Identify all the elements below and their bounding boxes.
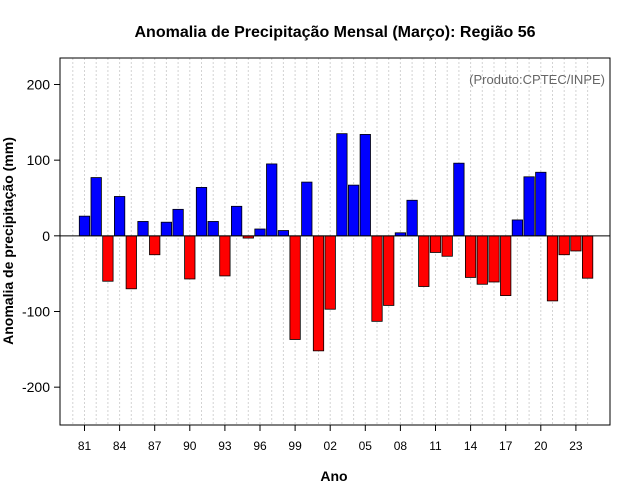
bar-2010 <box>418 235 430 287</box>
x-tick-label-1990: 90 <box>183 439 197 453</box>
bar-2017 <box>500 235 512 297</box>
bar-2009 <box>406 199 418 237</box>
bar-1996 <box>254 228 266 237</box>
bar-2013 <box>453 162 465 237</box>
bar-1999 <box>289 235 301 340</box>
y-axis: -200 -100 0 100 200 <box>22 76 60 395</box>
x-axis-label: Ano <box>320 468 347 484</box>
bar-2018 <box>511 219 524 237</box>
y-tick-label-0: 0 <box>42 228 50 244</box>
bar-1991 <box>195 186 208 237</box>
bar-1994 <box>230 205 243 237</box>
bar-1997 <box>266 163 278 237</box>
bar-1985 <box>125 235 137 290</box>
bar-2024 <box>582 235 594 279</box>
y-axis-label: Anomalia de precipitação (mm) <box>0 137 16 345</box>
bar-2022 <box>558 235 570 256</box>
vertical-gridlines <box>72 58 589 425</box>
bar-1998 <box>277 230 290 237</box>
bar-2021 <box>546 235 559 302</box>
chart-title: Anomalia de Precipitação Mensal (Março):… <box>134 24 535 41</box>
x-axis: 81 84 87 90 93 96 99 02 05 08 11 14 17 20 23 <box>78 425 583 453</box>
bar-1983 <box>102 235 114 282</box>
bar-1982 <box>90 177 102 237</box>
x-tick-label-1993: 93 <box>218 439 232 453</box>
y-tick-label-200: 200 <box>27 76 51 92</box>
x-tick-label-1999: 99 <box>288 439 302 453</box>
bar-2023 <box>570 235 582 252</box>
bar-2011 <box>429 235 442 253</box>
x-tick-label-2005: 05 <box>359 439 373 453</box>
x-tick-label-2011: 11 <box>429 439 442 453</box>
y-tick-label--100: -100 <box>22 303 50 319</box>
bar-1993 <box>219 235 231 277</box>
bar-1981 <box>78 215 91 237</box>
y-tick-label--200: -200 <box>22 379 50 395</box>
bar-2001 <box>312 235 325 352</box>
x-tick-label-2020: 20 <box>534 439 548 453</box>
bar-1988 <box>160 221 172 237</box>
x-tick-label-2023: 23 <box>569 439 583 453</box>
bar-1987 <box>149 235 161 256</box>
bar-2012 <box>441 235 453 257</box>
bar-2016 <box>488 235 500 283</box>
bar-2015 <box>476 235 488 285</box>
bar-1992 <box>207 221 219 237</box>
bar-2003 <box>336 133 348 237</box>
plot-frame <box>59 57 611 426</box>
x-tick-label-1981: 81 <box>78 439 92 453</box>
x-tick-label-2008: 08 <box>394 439 408 453</box>
x-tick-label-2014: 14 <box>464 439 478 453</box>
source-annotation: (Produto:CPTEC/INPE) <box>469 72 605 87</box>
bar-2002 <box>324 235 336 310</box>
bar-2006 <box>371 235 383 322</box>
bar-2005 <box>359 134 371 237</box>
bar-1990 <box>184 235 196 280</box>
bar-1986 <box>137 221 149 237</box>
x-tick-label-1996: 96 <box>253 439 267 453</box>
x-tick-label-2017: 17 <box>499 439 513 453</box>
bar-1989 <box>172 208 184 237</box>
bar-2007 <box>383 235 395 306</box>
x-tick-label-1984: 84 <box>113 439 127 453</box>
bar-2004 <box>347 184 360 237</box>
bars-group <box>78 133 594 352</box>
x-tick-label-1987: 87 <box>148 439 162 453</box>
x-tick-label-2002: 02 <box>324 439 338 453</box>
bar-1984 <box>114 196 126 237</box>
y-tick-label-100: 100 <box>27 152 51 168</box>
bar-2014 <box>464 235 477 278</box>
bar-2000 <box>301 181 313 237</box>
bar-2019 <box>523 176 535 237</box>
bar-2020 <box>535 171 547 237</box>
